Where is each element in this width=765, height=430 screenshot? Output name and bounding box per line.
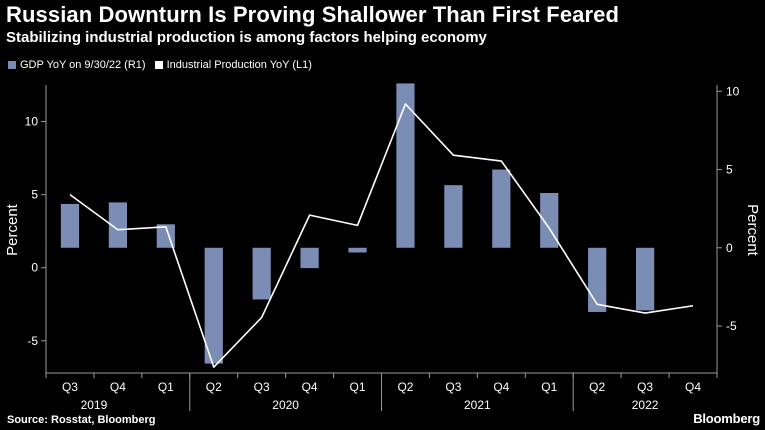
industrial-production-line-group [69,103,694,368]
right-axis-label: Percent [744,204,761,257]
gdp-bar [492,169,511,248]
year-label: 2022 [632,398,659,412]
right-tick-label: 10 [726,84,740,98]
legend-swatch-gdp [8,61,16,69]
chart-axes: -5 0 5 10 -5 0 5 10 Q3 Q4 Q1 Q2 Q3 Q4 Q1 Q2 Q3 Q4 Q1 Q2 Q3 Q4… [25,84,740,412]
x-tick-label: Q3 [445,380,461,394]
gdp-bar [636,247,655,311]
source-note: Source: Rosstat, Bloomberg [7,414,156,426]
legend-label-industrial-production: Industrial Production YoY (L1) [166,59,312,71]
gdp-bar [348,247,367,253]
gdp-bar [108,202,127,248]
x-tick-label: Q1 [158,380,174,394]
x-tick-label: Q2 [206,380,222,394]
chart-title: Russian Downturn Is Proving Shallower Th… [6,2,620,27]
gdp-bar [396,83,415,248]
legend-swatch-industrial-production [154,61,163,69]
gdp-bar [300,247,319,269]
right-tick-label: -5 [726,319,737,333]
year-label: 2019 [81,398,108,412]
right-tick-label: 5 [726,163,733,177]
left-tick-label: 0 [31,261,38,275]
x-tick-label: Q4 [302,380,318,394]
x-tick-label: Q4 [685,380,701,394]
legend-label-gdp: GDP YoY on 9/30/22 (R1) [20,59,146,71]
right-tick-label: 0 [726,241,733,255]
x-tick-label: Q3 [254,380,270,394]
x-tick-label: Q4 [493,380,509,394]
x-tick-label: Q3 [62,380,78,394]
industrial-production-line [69,103,694,368]
gdp-bar [588,247,607,312]
left-tick-label: 10 [25,115,39,129]
x-tick-label: Q1 [541,380,557,394]
gdp-bar [204,247,223,364]
year-label: 2020 [272,398,299,412]
x-tick-label: Q3 [637,380,653,394]
chart-legend: GDP YoY on 9/30/22 (R1) Industrial Produ… [8,59,321,71]
left-tick-label: 5 [31,188,38,202]
x-tick-label: Q1 [350,380,366,394]
gdp-bar [252,247,271,300]
left-axis-label: Percent [4,203,21,256]
left-tick-label: -5 [27,334,38,348]
bloomberg-logo: Bloomberg [693,411,760,426]
year-label: 2021 [464,398,491,412]
legend-item-industrial-production: Industrial Production YoY (L1) [154,59,312,71]
chart-subtitle: Stabilizing industrial production is amo… [6,29,487,46]
x-tick-label: Q2 [397,380,413,394]
x-tick-label: Q4 [110,380,126,394]
legend-item-gdp: GDP YoY on 9/30/22 (R1) [8,59,146,71]
gdp-bars [60,83,655,364]
x-tick-label: Q2 [589,380,605,394]
gdp-bar [60,203,80,248]
gdp-bar [444,185,463,248]
